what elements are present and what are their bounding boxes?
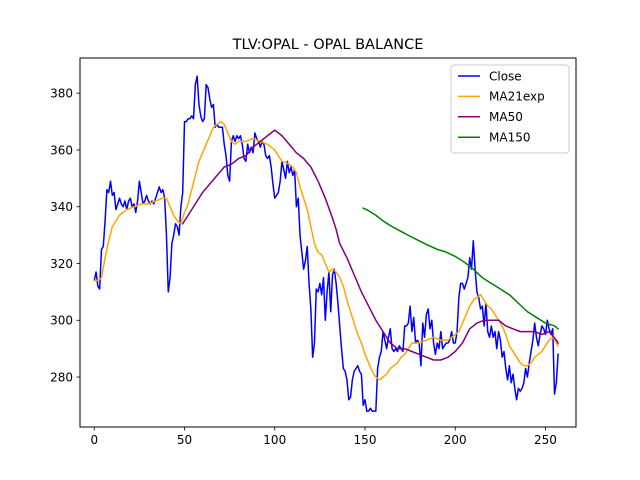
x-tick-label: 250 [534,433,557,447]
x-axis: 0 50 100 150 200 250 [90,427,557,447]
y-tick-label: 320 [50,257,73,271]
y-tick-label: 360 [50,143,73,157]
legend: Close MA21exp MA50 MA150 [450,64,570,154]
legend-label: MA150 [489,131,530,145]
y-tick-label: 380 [50,86,73,100]
y-tick-label: 340 [50,200,73,214]
x-tick-label: 100 [263,433,286,447]
y-tick-label: 280 [50,370,73,384]
legend-label: Close [489,69,522,83]
plot-frame [79,57,577,428]
y-tick-label: 300 [50,314,73,328]
x-tick-label: 50 [177,433,192,447]
series-line-ma150 [362,207,560,330]
plot-area [79,57,577,428]
legend-label: MA50 [489,110,523,124]
series-line-ma50 [181,129,560,361]
series-layer [93,75,560,412]
x-tick-label: 0 [90,433,98,447]
x-tick-label: 200 [444,433,467,447]
legend-box [450,64,570,154]
series-line-ma21exp [93,120,560,381]
legend-label: MA21exp [489,90,545,104]
x-tick-label: 150 [354,433,377,447]
series-line-close [93,75,559,412]
chart-title: TLV:OPAL - OPAL BALANCE [232,37,424,53]
y-axis: 280 300 320 340 360 380 [50,86,80,384]
